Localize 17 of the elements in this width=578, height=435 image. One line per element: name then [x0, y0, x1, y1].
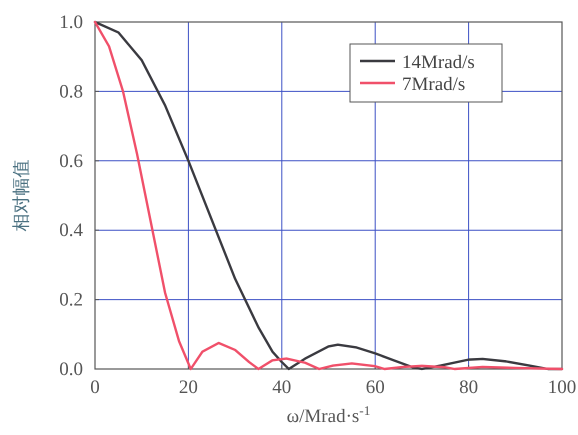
y-tick-label: 0.4	[59, 220, 84, 242]
x-tick-label: 20	[178, 377, 198, 398]
y-tick-label: 0.0	[59, 359, 83, 380]
x-tick-label: 60	[366, 377, 385, 398]
x-axis-title: ω/Mrad·s$^{-1}$	[286, 402, 370, 427]
y-tick-label: 0.6	[59, 150, 83, 172]
legend-label: 14Mrad/s	[402, 52, 475, 73]
x-tick-label: 100	[548, 377, 576, 398]
line-series	[94, 20, 564, 370]
y-tick-label: 0.8	[59, 81, 83, 102]
legend-label: 7Mrad/s	[402, 74, 466, 95]
x-tick-label: 40	[272, 377, 292, 398]
y-tick-label: 0.2	[59, 290, 83, 311]
y-tick-label: 1.0	[59, 12, 83, 33]
y-axis-title: 相对幅值	[11, 160, 32, 232]
x-tick-label: 80	[459, 377, 478, 398]
x-tick-label: 0	[90, 377, 100, 398]
